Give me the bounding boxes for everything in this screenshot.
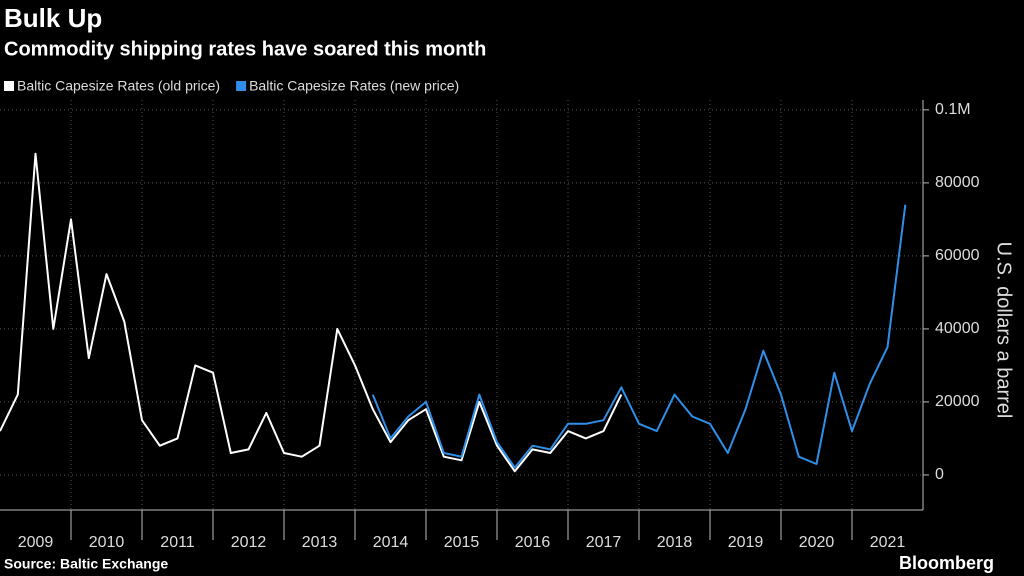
x-tick-label: 2021 — [870, 534, 906, 551]
series-line — [0, 152, 623, 473]
x-tick-label: 2018 — [657, 534, 693, 551]
x-tick-label: 2016 — [515, 534, 551, 551]
legend-swatch — [236, 81, 247, 91]
x-tick-label: 2009 — [18, 534, 54, 551]
y-tick-label: 40000 — [935, 320, 980, 337]
chart-title: Bulk Up — [4, 3, 102, 33]
source: Source: Baltic Exchange — [4, 556, 168, 572]
x-tick-label: 2015 — [444, 534, 480, 551]
legend-label: Baltic Capesize Rates (old price) — [17, 78, 220, 94]
x-tick-label: 2012 — [231, 534, 267, 551]
x-tick-label: 2011 — [160, 534, 195, 551]
y-tick-label: 20000 — [935, 393, 980, 410]
y-tick-label: 60000 — [935, 247, 980, 264]
x-tick-label: 2010 — [89, 534, 125, 551]
y-tick-label: 80000 — [935, 174, 980, 191]
y-tick-label: 0 — [935, 466, 944, 483]
x-tick-label: 2019 — [728, 534, 764, 551]
legend-swatch — [4, 81, 14, 91]
chart-subtitle: Commodity shipping rates have soared thi… — [4, 38, 486, 60]
legend-label: Baltic Capesize Rates (new price) — [249, 78, 459, 94]
y-tick-label: 0.1M — [935, 101, 971, 118]
series-line — [371, 204, 907, 469]
y-axis-label: U.S. dollars a barrel — [993, 242, 1015, 419]
brand: Bloomberg — [899, 553, 994, 573]
x-tick-label: 2013 — [302, 534, 338, 551]
x-tick-label: 2017 — [586, 534, 622, 551]
x-tick-label: 2020 — [799, 534, 835, 551]
x-tick-label: 2014 — [373, 534, 409, 551]
